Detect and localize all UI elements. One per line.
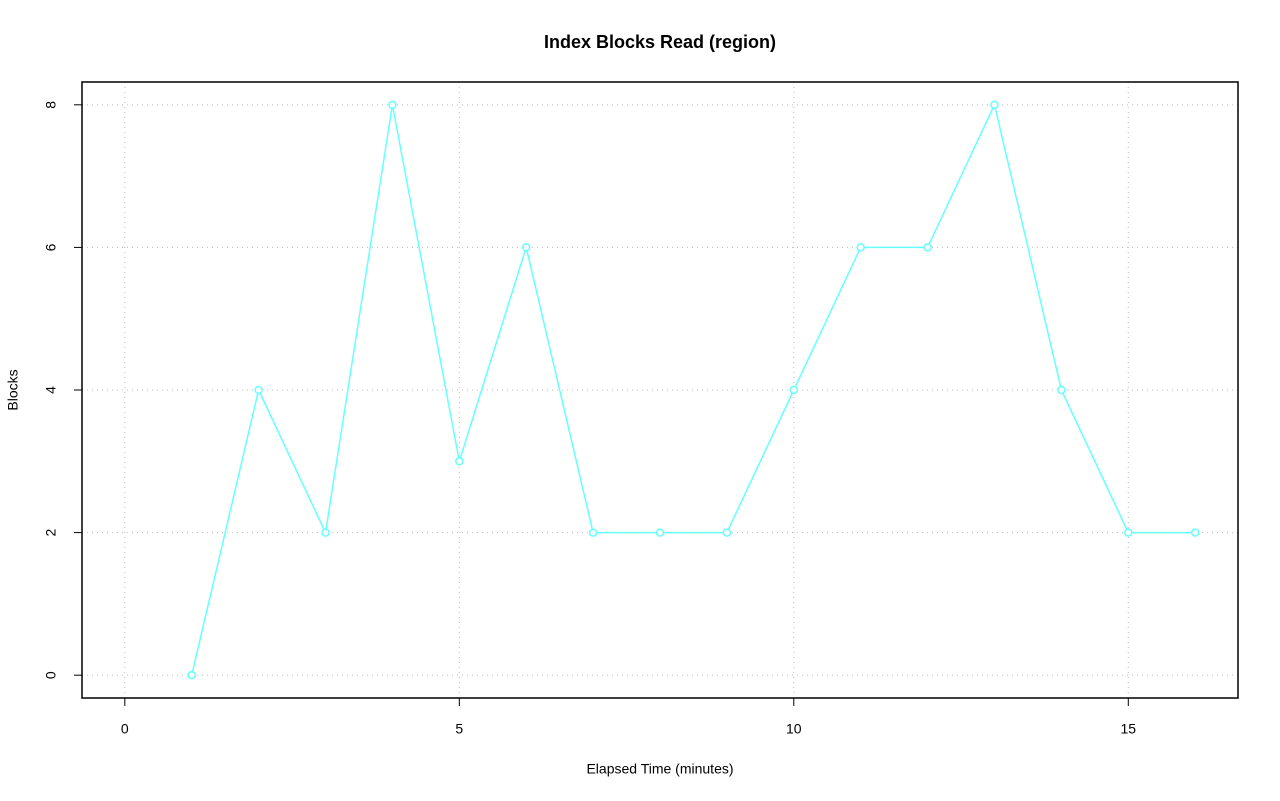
y-tick-label: 6 xyxy=(43,243,59,251)
data-point xyxy=(1057,385,1066,395)
y-axis-label: Blocks xyxy=(5,369,21,410)
y-tick-label: 8 xyxy=(43,101,59,109)
chart-title: Index Blocks Read (region) xyxy=(544,32,776,52)
x-axis-label: Elapsed Time (minutes) xyxy=(586,761,733,777)
x-tick-label: 0 xyxy=(121,721,129,737)
data-point xyxy=(321,528,330,537)
x-tick-label: 15 xyxy=(1120,721,1136,737)
y-tick-label: 2 xyxy=(43,528,59,536)
data-point xyxy=(789,385,799,395)
data-point xyxy=(655,528,665,537)
y-tick-label: 4 xyxy=(43,386,59,394)
data-point xyxy=(254,385,263,395)
data-point xyxy=(388,100,397,110)
data-line xyxy=(190,102,1196,676)
x-tick-label: 5 xyxy=(455,721,463,737)
data-point xyxy=(521,243,531,252)
data-point xyxy=(923,243,932,252)
data-point xyxy=(455,457,464,466)
data-point xyxy=(990,100,999,110)
data-point xyxy=(722,528,732,537)
data-point xyxy=(1124,528,1133,537)
data-point xyxy=(588,528,598,537)
data-point xyxy=(856,243,865,252)
y-tick-label: 0 xyxy=(43,671,59,679)
data-point xyxy=(187,670,196,680)
x-tick-label: 10 xyxy=(786,721,802,737)
plot xyxy=(187,100,1200,680)
data-point xyxy=(1190,528,1200,537)
